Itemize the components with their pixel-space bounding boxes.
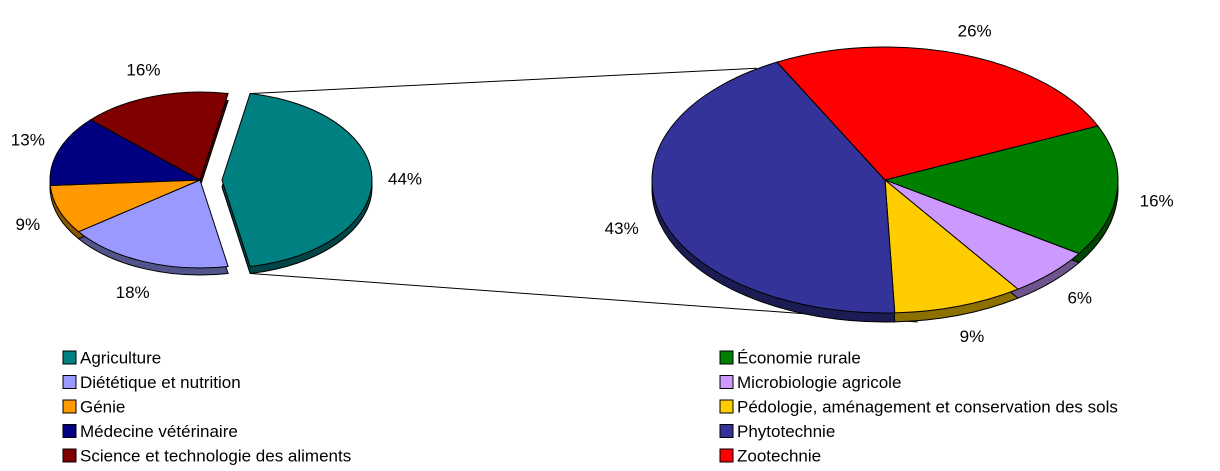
data-label: 16% [1140,192,1174,211]
legend-label: Diététique et nutrition [80,373,241,392]
data-label: 43% [605,219,639,238]
legend-swatch [719,424,734,438]
legend-label: Médecine vétérinaire [80,422,238,441]
legend-swatch [62,424,77,438]
legend-label: Agriculture [80,348,161,367]
legend-label: Économie rurale [737,348,861,367]
data-label: 44% [388,169,422,188]
slice [221,93,373,267]
legend-swatch [62,350,77,365]
data-label: 6% [1067,288,1092,307]
slice [49,119,202,187]
legend-swatch [62,399,77,414]
data-label: 18% [116,283,150,302]
legend-label: Science et technologie des aliments [80,446,351,465]
data-label: 26% [958,21,992,40]
legend-swatch [62,448,77,463]
slice [883,125,1119,255]
data-label: 13% [11,131,45,150]
legend-swatch [719,350,734,365]
legend-label: Phytotechnie [737,422,835,441]
slice [77,179,229,269]
data-label: 16% [126,61,160,80]
legend-label: Microbiologie agricole [737,373,901,392]
legend-label: Pédologie, aménagement et conservation d… [737,397,1118,416]
legend-swatch [719,448,734,463]
connector-line [250,67,757,95]
slice [89,91,229,181]
legend-swatch [719,399,734,414]
data-label: 9% [16,215,41,234]
legend-swatch [62,375,77,389]
legend-label: Génie [80,397,125,416]
slice [776,46,1099,181]
data-label: 9% [960,327,985,346]
legend-label: Zootechnie [737,446,821,465]
slice [49,179,201,233]
legend-swatch [719,375,734,389]
slice [884,178,1019,314]
